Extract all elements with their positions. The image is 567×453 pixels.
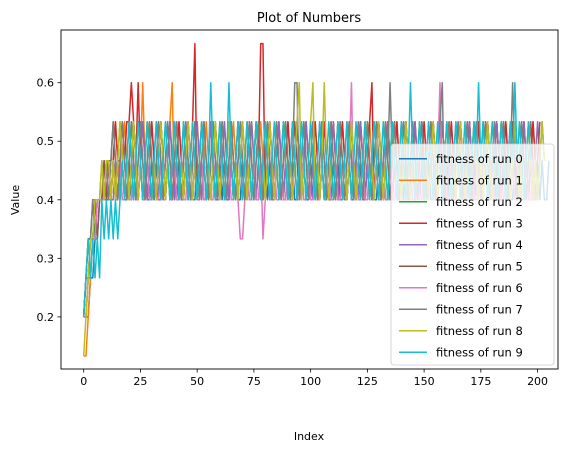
legend-label-run-3: fitness of run 3 bbox=[436, 216, 523, 230]
series-line-run-9 bbox=[82, 81, 532, 317]
y-tick-label: 0.2 bbox=[37, 311, 55, 324]
x-axis-label: Index bbox=[294, 430, 325, 443]
y-tick-label: 0.6 bbox=[37, 77, 55, 90]
x-axis: 0 25 50 75 100 125 150 175 200 bbox=[80, 369, 548, 388]
legend-label-run-1: fitness of run 1 bbox=[436, 173, 523, 187]
x-tick-label: 50 bbox=[190, 375, 204, 388]
y-tick-label: 0.4 bbox=[37, 194, 55, 207]
legend-label-run-2: fitness of run 2 bbox=[436, 195, 523, 209]
x-tick-label: 200 bbox=[527, 375, 548, 388]
legend-label-run-8: fitness of run 8 bbox=[436, 324, 523, 338]
y-axis-label: Value bbox=[9, 185, 22, 215]
legend-label-run-7: fitness of run 7 bbox=[436, 302, 523, 316]
y-tick-label: 0.5 bbox=[37, 135, 55, 148]
x-tick-label: 0 bbox=[80, 375, 87, 388]
x-tick-label: 175 bbox=[470, 375, 491, 388]
x-tick-label: 25 bbox=[133, 375, 147, 388]
chart-title: Plot of Numbers bbox=[257, 11, 362, 26]
legend: fitness of run 0 fitness of run 1 fitness … bbox=[390, 143, 555, 366]
x-tick-label: 125 bbox=[357, 375, 378, 388]
legend-label-run-5: fitness of run 5 bbox=[436, 259, 523, 273]
x-tick-label: 100 bbox=[300, 375, 321, 388]
legend-label-run-9: fitness of run 9 bbox=[436, 345, 523, 359]
legend-label-run-4: fitness of run 4 bbox=[436, 238, 523, 252]
legend-label-run-0: fitness of run 0 bbox=[436, 152, 523, 166]
y-tick-label: 0.3 bbox=[37, 252, 55, 265]
y-axis: 0.2 0.3 0.4 0.5 0.6 bbox=[37, 77, 61, 324]
x-tick-label: 75 bbox=[247, 375, 261, 388]
legend-box bbox=[390, 143, 555, 366]
x-tick-label: 150 bbox=[414, 375, 435, 388]
legend-label-run-6: fitness of run 6 bbox=[436, 281, 523, 295]
